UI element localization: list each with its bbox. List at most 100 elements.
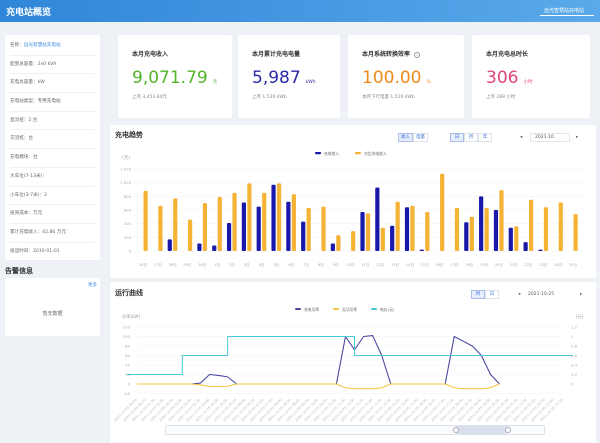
x-tick-label: 15日: [421, 263, 429, 267]
bar-compare: [380, 227, 385, 251]
x-tick-label: 6日: [288, 263, 294, 267]
bar-income: [464, 222, 469, 251]
info-value: 42.86 万元: [42, 229, 66, 235]
info-label: 名称：: [10, 43, 24, 48]
info-label: 充电总容量：: [10, 80, 38, 86]
y2-tick-label: 0: [571, 382, 574, 387]
x-tick-label: 24日: [554, 263, 562, 267]
bar-compare: [291, 194, 296, 251]
kpi-label: 本月累计充电电量: [252, 51, 301, 58]
zoom-slider-handle-left[interactable]: [453, 427, 459, 433]
series-line: [137, 383, 500, 390]
legend-swatch: [371, 308, 377, 310]
info-value: 台: [32, 155, 38, 161]
info-label: 充电站类型：: [10, 99, 38, 105]
kpi-card: 本月系统转换效率 i 100.00% 本月下行电量 1,510 kWh: [348, 35, 464, 118]
info-value: kW: [37, 80, 45, 86]
bar-income: [493, 210, 499, 251]
bar-compare: [336, 235, 341, 251]
run-curve-card: 运行曲线 时 日 ◂ 2021-10-25 ▸ 功率(kW) (元) -20 0 20 4…: [110, 282, 596, 443]
station-info-row: 投资成本：万元: [10, 205, 95, 224]
alarm-more-link[interactable]: 更多: [88, 283, 97, 288]
info-value: 2010-01-01: [32, 248, 60, 254]
info-value[interactable]: 远光智慧站充电站: [23, 43, 61, 48]
x-tick-label: 12日: [376, 263, 384, 267]
info-value: 台: [28, 136, 33, 142]
toggle-month[interactable]: 月: [464, 133, 478, 142]
x-tick-label: 27日: [154, 263, 162, 267]
prev-day-button[interactable]: ◂: [518, 292, 521, 297]
kpi-label: 本月充电收入: [132, 51, 169, 58]
x-tick-label: 30日: [198, 263, 206, 267]
date-picker[interactable]: 2021-10-25: [528, 292, 555, 297]
y-axis-label: (元): [122, 155, 130, 161]
x-tick-label: 17日: [450, 263, 458, 267]
station-info-row: 充电站类型：专用充电站: [10, 93, 95, 112]
bar-compare: [202, 203, 208, 251]
kpi-unit: %: [426, 80, 431, 85]
bar-compare: [469, 216, 474, 251]
bar-compare: [351, 231, 356, 251]
alarm-empty-text: 暂无数据: [42, 311, 63, 317]
x-tick-label: 29日: [183, 263, 191, 267]
charge-trend-chart: (元) 0 200 400 600 800 1,000 1,200 26日 27日 28日 29日 30…: [120, 151, 583, 267]
toggle-day[interactable]: 日: [485, 290, 499, 299]
bar-income: [508, 227, 513, 251]
y2-axis-label: (元): [576, 314, 584, 320]
month-picker[interactable]: 2021-10: [530, 133, 570, 142]
station-select[interactable]: 远光智慧站充电站: [539, 6, 594, 16]
prev-month-button[interactable]: ◂: [520, 135, 523, 140]
y-tick-label: 60: [125, 353, 130, 358]
legend-label: 无功功率: [342, 307, 357, 312]
info-label: 直流桩：: [10, 117, 29, 123]
kpi-card: 本月累计充电电量 5,987 kWh 上月 1,530 kWh: [238, 35, 340, 118]
page-title: 充电站概览: [6, 8, 52, 18]
station-info-row: 名称：远光智慧站充电站: [10, 37, 95, 56]
x-tick-label: 23日: [539, 263, 547, 267]
zoom-slider-handle-right[interactable]: [505, 427, 511, 433]
info-label: 累计充电收入：: [10, 229, 43, 235]
bar-compare: [365, 213, 371, 251]
toggle-hour[interactable]: 时: [471, 290, 485, 299]
y-tick-label: 400: [124, 221, 132, 226]
y2-tick-label: 0.8: [571, 344, 578, 349]
station-info-row: 配变总容量：2x0 kVA: [10, 56, 95, 75]
toggle-income[interactable]: 收入: [398, 133, 413, 142]
bar-income: [226, 222, 232, 251]
bar-compare: [143, 190, 148, 251]
bar-compare: [158, 205, 163, 251]
station-info-row: 小车位(3-7米)：2: [10, 187, 95, 206]
bar-income: [538, 249, 543, 251]
y2-tick-label: 1.2: [571, 325, 578, 330]
kpi-label: 本月系统转换效率 i: [362, 49, 464, 58]
toggle-day[interactable]: 日: [450, 133, 464, 142]
legend-swatch: [315, 152, 321, 155]
kpi-unit: 元: [212, 80, 218, 85]
bar-income: [256, 206, 261, 251]
toggle-year[interactable]: 年: [478, 133, 492, 142]
bar-compare: [484, 207, 489, 251]
kpi-value: 5,987: [252, 68, 301, 88]
y2-tick-label: 0.6: [571, 353, 578, 358]
kpi-unit: kWh: [305, 80, 316, 85]
x-tick-label: 26日: [139, 263, 147, 267]
bar-income: [479, 196, 484, 251]
y-tick-label: 0: [129, 249, 132, 254]
charge-trend-title: 充电趋势: [115, 131, 143, 139]
zoom-slider-window[interactable]: [456, 426, 508, 434]
info-icon[interactable]: i: [414, 52, 421, 58]
x-tick-label: 1日: [214, 263, 220, 267]
kpi-unit: 小时: [523, 80, 533, 85]
y-tick-label: 800: [124, 194, 132, 199]
page-header: 充电站概览 远光智慧站充电站: [0, 0, 600, 22]
next-day-button[interactable]: ▸: [580, 292, 583, 297]
zoom-slider-track[interactable]: [165, 425, 545, 435]
legend-swatch: [295, 308, 301, 310]
toggle-energy[interactable]: 电量: [413, 133, 428, 142]
bar-compare: [173, 198, 178, 251]
bar-income: [197, 243, 202, 251]
kpi-sub: 上月 288 小时: [486, 95, 516, 100]
next-month-button[interactable]: ▸: [576, 135, 579, 140]
bar-compare: [395, 201, 400, 251]
x-tick-label: 21日: [510, 263, 518, 267]
